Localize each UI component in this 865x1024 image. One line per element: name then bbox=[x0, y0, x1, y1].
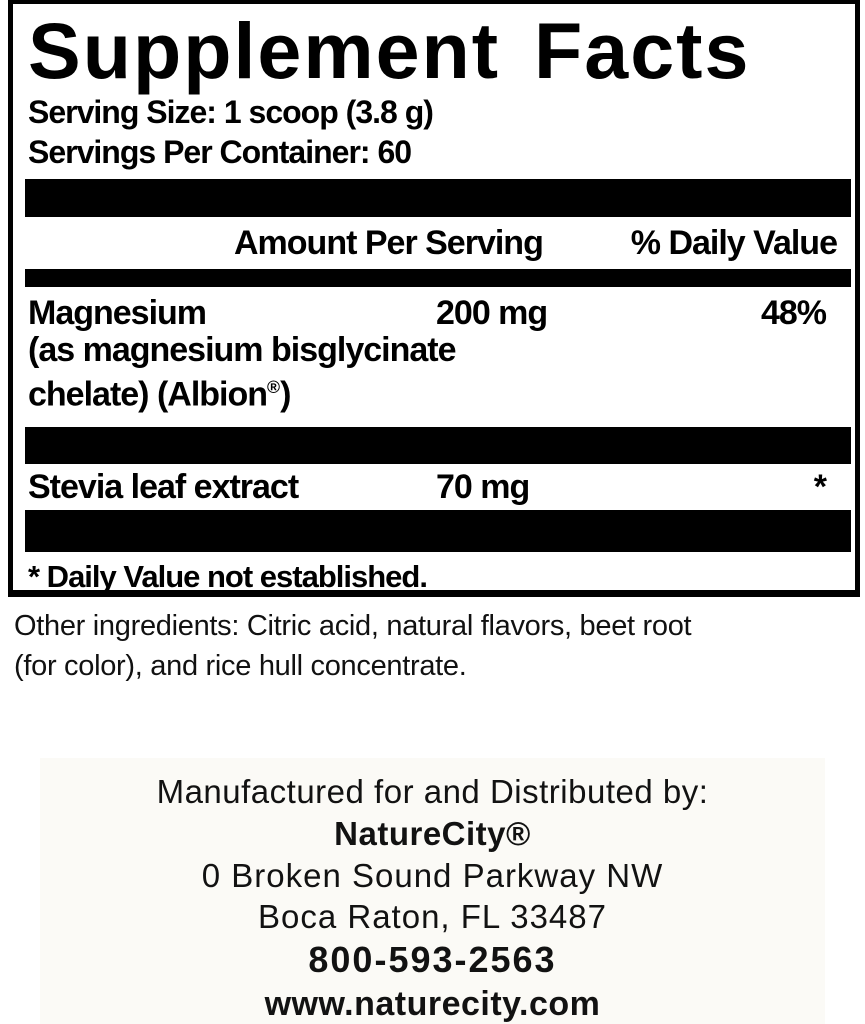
nutrient-daily-value: 48% bbox=[760, 294, 827, 332]
detail-text: ) bbox=[280, 375, 291, 414]
nutrient-detail-line: (as magnesium bisglycinate bbox=[28, 331, 457, 369]
address-line: Boca Raton, FL 33487 bbox=[257, 898, 607, 935]
nutrient-main-line: Stevia leaf extract 70 mg * bbox=[28, 464, 840, 510]
other-ingredients-line: Other ingredients: Citric acid, natural … bbox=[14, 610, 692, 642]
brand-name: NatureCity® bbox=[334, 815, 531, 852]
nutrient-row-stevia: Stevia leaf extract 70 mg * bbox=[13, 464, 855, 510]
panel-title: Supplement Facts bbox=[28, 6, 751, 95]
nutrient-daily-value: * bbox=[813, 468, 827, 507]
supplement-facts-panel: Supplement Facts Serving Size: 1 scoop (… bbox=[8, 0, 860, 597]
address-line: 0 Broken Sound Parkway NW bbox=[201, 857, 664, 894]
distributor-block: Manufactured for and Distributed by: Nat… bbox=[0, 770, 865, 1024]
serving-size-line: Serving Size: 1 scoop (3.8 g) bbox=[28, 94, 434, 130]
nutrient-name: Stevia leaf extract bbox=[28, 468, 299, 507]
nutrient-row-magnesium: Magnesium 200 mg 48% (as magnesium bisgl… bbox=[13, 287, 855, 413]
nutrient-main-line: Magnesium 200 mg 48% bbox=[28, 295, 840, 332]
registered-mark: ® bbox=[267, 377, 281, 397]
divider-bar-mid bbox=[25, 427, 851, 465]
servings-per-container-line: Servings Per Container: 60 bbox=[28, 134, 412, 170]
divider-bar-bottom bbox=[25, 510, 851, 553]
distributor-intro: Manufactured for and Distributed by: bbox=[156, 773, 709, 810]
detail-text: chelate) (Albion bbox=[28, 375, 268, 414]
amount-per-serving-header: Amount Per Serving bbox=[234, 224, 544, 262]
nutrient-amount: 70 mg bbox=[436, 468, 530, 507]
website-url: www.naturecity.com bbox=[264, 985, 601, 1023]
divider-bar-header bbox=[25, 269, 851, 287]
daily-value-footnote: * Daily Value not established. bbox=[28, 559, 428, 595]
nutrient-name: Magnesium bbox=[28, 294, 207, 332]
nutrient-amount: 200 mg bbox=[436, 294, 548, 332]
other-ingredients: Other ingredients: Citric acid, natural … bbox=[14, 606, 692, 686]
daily-value-header: % Daily Value bbox=[630, 224, 838, 262]
divider-bar-top bbox=[25, 179, 851, 217]
lower-background-tint bbox=[40, 758, 825, 1024]
phone-number: 800-593-2563 bbox=[308, 939, 557, 980]
other-ingredients-line: (for color), and rice hull concentrate. bbox=[14, 650, 467, 682]
nutrient-detail-line: chelate) (Albion®) bbox=[28, 369, 840, 413]
column-header-row: Amount Per Serving % Daily Value bbox=[13, 217, 855, 269]
